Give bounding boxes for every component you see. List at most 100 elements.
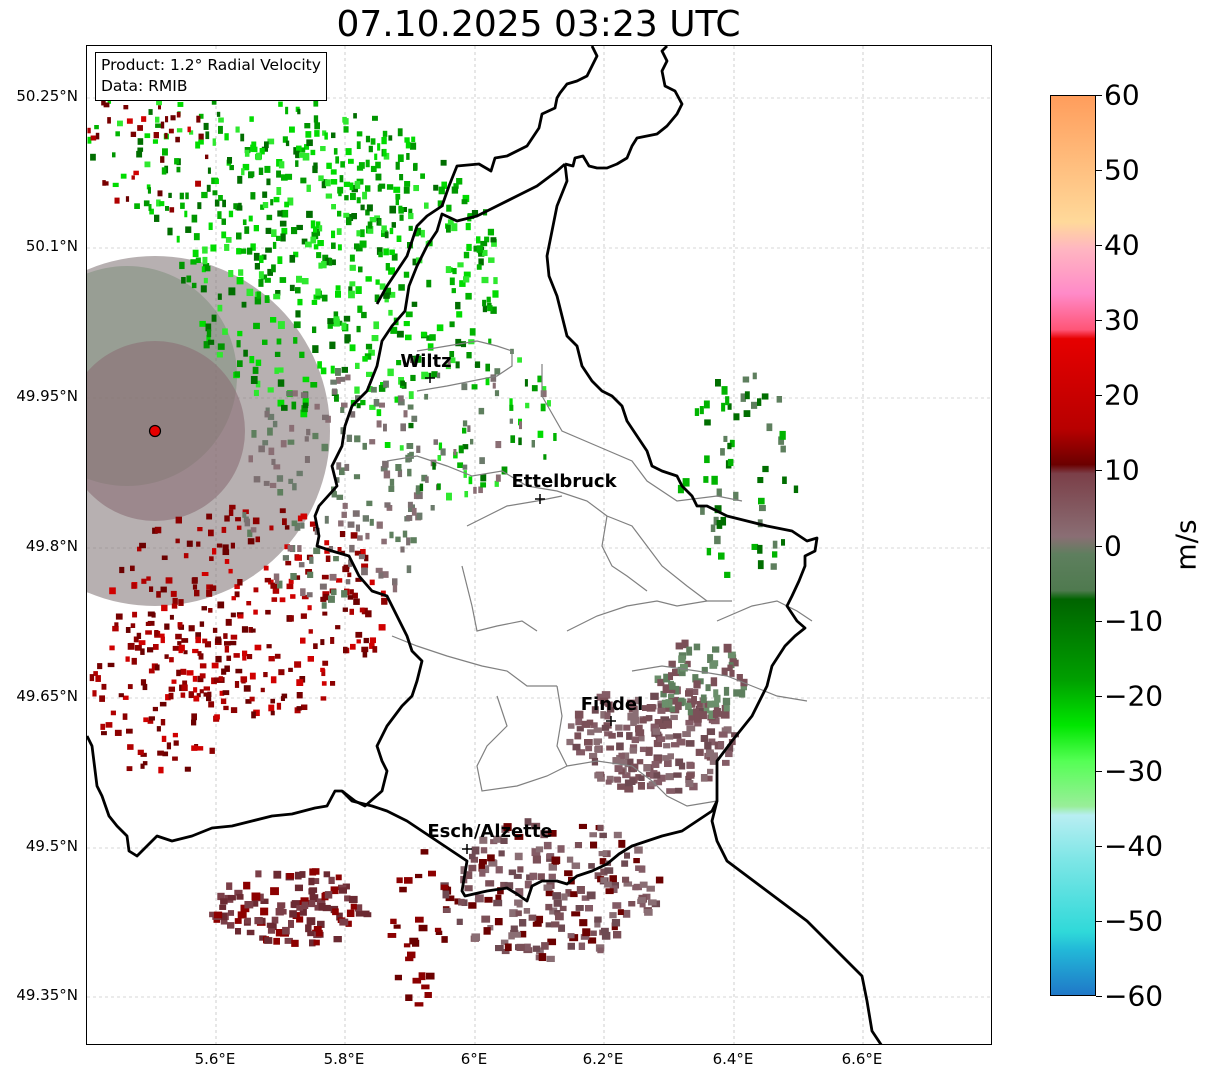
radar-echo-pixel (159, 701, 167, 707)
radar-echo-pixel (450, 357, 456, 364)
radar-echo-pixel (237, 175, 243, 184)
radar-echo-pixel (305, 131, 312, 138)
radar-echo-pixel (197, 675, 204, 683)
radar-echo-pixel (175, 538, 180, 544)
radar-echo-pixel (751, 543, 759, 550)
radar-echo-pixel (224, 133, 229, 141)
radar-echo-pixel (379, 283, 386, 290)
radar-echo-pixel (298, 562, 305, 568)
radar-echo-pixel (377, 143, 381, 151)
radar-echo-pixel (617, 783, 626, 790)
radar-echo-pixel (322, 611, 328, 616)
radar-echo-pixel (293, 337, 298, 344)
radar-echo-pixel (241, 168, 245, 176)
radar-echo-pixel (266, 178, 271, 186)
radar-echo-pixel (672, 668, 680, 677)
radar-echo-pixel (408, 504, 415, 513)
radar-echo-pixel (356, 230, 361, 237)
radar-echo-pixel (267, 427, 273, 436)
radar-echo-pixel (682, 478, 690, 487)
radar-echo-pixel (675, 642, 684, 650)
radar-echo-pixel (172, 597, 178, 605)
radar-echo-pixel (328, 595, 335, 603)
radar-echo-pixel (757, 544, 763, 554)
radar-echo-pixel (409, 937, 419, 945)
radar-echo-pixel (364, 353, 372, 360)
radar-echo-pixel (320, 367, 327, 375)
radar-echo-pixel (609, 875, 617, 883)
radar-echo-pixel (339, 467, 345, 476)
radar-echo-pixel (147, 647, 154, 653)
radar-echo-pixel (424, 393, 429, 400)
radar-echo-pixel (565, 889, 572, 897)
radar-echo-pixel (411, 301, 418, 307)
radar-echo-pixel (348, 895, 358, 904)
radar-echo-pixel (276, 170, 281, 178)
radar-echo-pixel (320, 667, 325, 673)
radar-echo-pixel (485, 377, 490, 386)
radar-echo-pixel (282, 136, 288, 143)
radar-echo-pixel (242, 512, 247, 518)
radar-echo-pixel (177, 102, 184, 107)
radar-echo-pixel (772, 540, 778, 549)
radar-echo-pixel (236, 277, 244, 285)
radar-echo-pixel (708, 738, 716, 746)
radar-echo-pixel (218, 117, 224, 123)
radar-echo-pixel (335, 368, 341, 376)
radar-echo-pixel (617, 909, 624, 916)
radar-echo-pixel (265, 227, 272, 234)
canton-boundary (386, 455, 608, 517)
radar-echo-pixel (478, 486, 483, 494)
radar-echo-pixel (296, 470, 303, 477)
radar-echo-pixel (115, 131, 120, 137)
radar-echo-pixel (601, 724, 610, 731)
radar-echo-pixel (355, 911, 365, 917)
radar-echo-pixel (321, 574, 329, 580)
radar-echo-pixel (362, 651, 368, 658)
radar-echo-pixel (663, 720, 673, 729)
radar-echo-pixel (195, 180, 201, 187)
radar-echo-pixel (126, 728, 133, 734)
radar-echo-pixel (378, 183, 386, 189)
radar-echo-pixel (537, 873, 545, 881)
radar-echo-pixel (606, 745, 615, 751)
radar-echo-pixel (264, 141, 269, 149)
radar-echo-pixel (250, 243, 256, 251)
radar-echo-pixel (540, 390, 547, 398)
radar-echo-pixel (297, 298, 303, 306)
radar-echo-pixel (524, 943, 531, 951)
radar-echo-pixel (140, 648, 145, 655)
radar-echo-pixel (176, 112, 181, 118)
radar-echo-pixel (369, 518, 374, 526)
radar-echo-pixel (246, 929, 255, 936)
radar-echo-pixel (484, 236, 490, 243)
radar-echo-pixel (471, 384, 478, 390)
radar-echo-pixel (440, 159, 447, 166)
radar-echo-pixel (294, 661, 302, 668)
radar-echo-pixel (348, 559, 353, 567)
colorbar-tick-label: −20 (1104, 679, 1164, 713)
radar-echo-pixel (175, 516, 182, 524)
radar-echo-pixel (225, 237, 232, 243)
radar-echo-pixel (392, 584, 398, 593)
radar-echo-pixel (437, 200, 444, 207)
radar-echo-pixel (254, 644, 262, 651)
radar-echo-pixel (215, 636, 222, 643)
radar-echo-pixel (355, 904, 363, 912)
radar-echo-pixel (351, 213, 358, 220)
radar-echo-pixel (148, 668, 155, 674)
radar-echo-pixel (356, 131, 363, 137)
radar-echo-pixel (286, 873, 295, 879)
map-panel[interactable]: Product: 1.2° Radial Velocity Data: RMIB… (86, 45, 992, 1045)
radar-echo-pixel (594, 746, 602, 753)
lat-label: 49.8°N (25, 537, 78, 555)
radar-echo-pixel (253, 389, 259, 397)
radar-echo-pixel (685, 740, 695, 747)
radar-echo-pixel (438, 186, 445, 195)
radar-echo-pixel (369, 642, 375, 649)
radar-echo-pixel (238, 269, 244, 276)
radar-echo-pixel (535, 846, 544, 853)
radar-echo-pixel (399, 174, 404, 181)
radar-echo-pixel (742, 376, 750, 383)
radar-echo-pixel (306, 184, 311, 192)
